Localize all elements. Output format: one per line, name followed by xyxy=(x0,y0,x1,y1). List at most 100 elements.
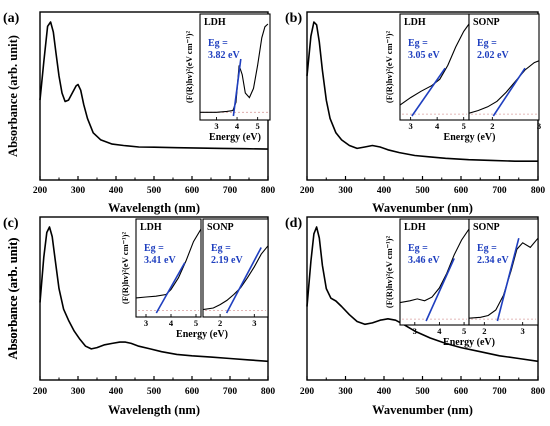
inset-tick-label: 3 xyxy=(214,121,218,131)
bandgap-fit-line xyxy=(411,67,446,117)
inset-y-axis-label: (F(R)hv)²(eV cm⁻¹)² xyxy=(384,235,394,308)
absorbance-line xyxy=(39,21,269,150)
panel-label: (d) xyxy=(285,216,302,231)
inset-ldh: 3 4 5 LDH Eg =3.05 eV xyxy=(399,13,470,131)
bandgap-label: Eg = xyxy=(408,243,428,254)
bandgap-fit-line xyxy=(492,67,526,117)
tauc-curve xyxy=(203,245,268,311)
inset-title: LDH xyxy=(404,222,426,233)
inset-plot xyxy=(469,60,539,117)
x-tick-label: 200 xyxy=(33,186,48,196)
x-tick-label: 300 xyxy=(338,387,353,397)
inset-title: LDH xyxy=(204,17,226,28)
bandgap-fit-line xyxy=(225,247,262,314)
y-axis-label: Absorbance (arb. unit) xyxy=(6,238,20,360)
bandgap-value: 3.41 eV xyxy=(144,255,176,266)
x-tick-label: 400 xyxy=(377,387,392,397)
inset-frame xyxy=(399,13,470,121)
inset-title: SONP xyxy=(473,17,500,28)
bandgap-value: 3.46 eV xyxy=(408,255,440,266)
x-tick-label: 700 xyxy=(492,387,507,397)
inset-tick-label: 3 xyxy=(144,318,148,328)
panel-label: (c) xyxy=(3,216,19,231)
x-tick-label: 800 xyxy=(261,387,276,397)
inset-tick-label: 5 xyxy=(194,318,198,328)
inset-title: SONP xyxy=(473,222,500,233)
inset-plot xyxy=(203,245,268,314)
inset-tick-label: 3 xyxy=(408,121,412,131)
bandgap-fit-line xyxy=(425,258,455,322)
bandgap-label: Eg = xyxy=(208,38,228,49)
x-tick-label: 500 xyxy=(147,186,162,196)
tauc-curve xyxy=(400,23,469,106)
inset-y-axis-label: (F(R)hv)²(eV cm⁻¹)² xyxy=(120,231,130,304)
inset-frame xyxy=(468,13,540,121)
x-tick-label: 600 xyxy=(185,186,200,196)
absorbance-line xyxy=(39,226,269,363)
inset-tick-label: 5 xyxy=(462,326,466,336)
inset-plot xyxy=(400,228,469,322)
x-tick-label: 600 xyxy=(454,186,469,196)
bandgap-label: Eg = xyxy=(408,38,428,49)
inset-plot xyxy=(469,237,538,322)
x-tick-label: 700 xyxy=(223,387,238,397)
x-tick-label: 800 xyxy=(531,387,546,397)
bandgap-fit-line xyxy=(155,262,186,314)
x-tick-label: 400 xyxy=(109,186,124,196)
inset-tick-label: 4 xyxy=(435,121,440,131)
tauc-curve xyxy=(469,60,539,114)
inset-frame xyxy=(399,218,470,326)
bandgap-value: 2.02 eV xyxy=(477,50,509,61)
inset-sonp: 2 3 SONP Eg =2.34 eV xyxy=(468,218,539,336)
absorbance-line xyxy=(306,226,539,363)
inset-plot xyxy=(136,228,201,314)
x-tick-label: 600 xyxy=(185,387,200,397)
x-tick-label: 700 xyxy=(223,186,238,196)
inset-tick-label: 5 xyxy=(256,121,260,131)
x-tick-label: 300 xyxy=(71,186,86,196)
inset-title: SONP xyxy=(207,222,234,233)
inset-x-axis-label: Energy (eV) xyxy=(444,132,496,143)
inset-sonp: 2 3 SONP Eg =2.02 eV xyxy=(468,13,541,131)
bandgap-label: Eg = xyxy=(477,243,497,254)
bandgap-value: 2.34 eV xyxy=(477,255,509,266)
inset-x-axis-label: Energy (eV) xyxy=(443,337,495,348)
x-tick-label: 300 xyxy=(338,186,353,196)
x-tick-label: 200 xyxy=(300,387,315,397)
x-tick-label: 800 xyxy=(261,186,276,196)
bandgap-value: 2.19 eV xyxy=(211,255,243,266)
bandgap-label: Eg = xyxy=(211,243,231,254)
x-axis-label: Wavelength (nm) xyxy=(108,201,200,215)
bandgap-fit-line xyxy=(232,58,242,117)
inset-title: LDH xyxy=(404,17,426,28)
y-axis-label: Absorbance (arb. unit) xyxy=(6,35,20,157)
tauc-curve xyxy=(400,228,469,304)
inset-frame xyxy=(468,218,539,326)
x-tick-label: 800 xyxy=(531,186,546,196)
absorbance-line xyxy=(306,21,538,162)
x-tick-label: 500 xyxy=(147,387,162,397)
inset-sonp: 2 3 SONP Eg =2.19 eV xyxy=(202,218,269,328)
panel-2: 200 300 400 500 600 700 800 Wavelength (nm) Abso… xyxy=(3,216,275,417)
inset-tick-label: 3 xyxy=(413,326,417,336)
x-tick-label: 500 xyxy=(415,387,430,397)
inset-ldh: 3 4 5 LDH Eg =3.41 eV xyxy=(135,218,202,328)
bandgap-fit-line xyxy=(496,237,520,322)
inset-frame xyxy=(135,218,202,318)
x-tick-label: 300 xyxy=(71,387,86,397)
tauc-curve xyxy=(136,228,201,299)
x-tick-label: 700 xyxy=(492,186,507,196)
inset-tick-label: 4 xyxy=(169,318,174,328)
inset-tick-label: 2 xyxy=(218,318,222,328)
panel-0: 200 300 400 500 600 700 800 Wavelength (nm) Abso… xyxy=(3,11,275,215)
inset-tick-label: 4 xyxy=(235,121,240,131)
x-axis-label: Wavenumber (nm) xyxy=(372,403,473,417)
x-axis-label: Wavenumber (nm) xyxy=(372,201,473,215)
bandgap-value: 3.82 eV xyxy=(208,50,240,61)
bandgap-label: Eg = xyxy=(144,243,164,254)
x-tick-label: 200 xyxy=(300,186,315,196)
inset-tick-label: 3 xyxy=(252,318,256,328)
inset-ldh: 3 4 5 LDH Eg =3.46 eV xyxy=(399,218,470,336)
bandgap-label: Eg = xyxy=(477,38,497,49)
